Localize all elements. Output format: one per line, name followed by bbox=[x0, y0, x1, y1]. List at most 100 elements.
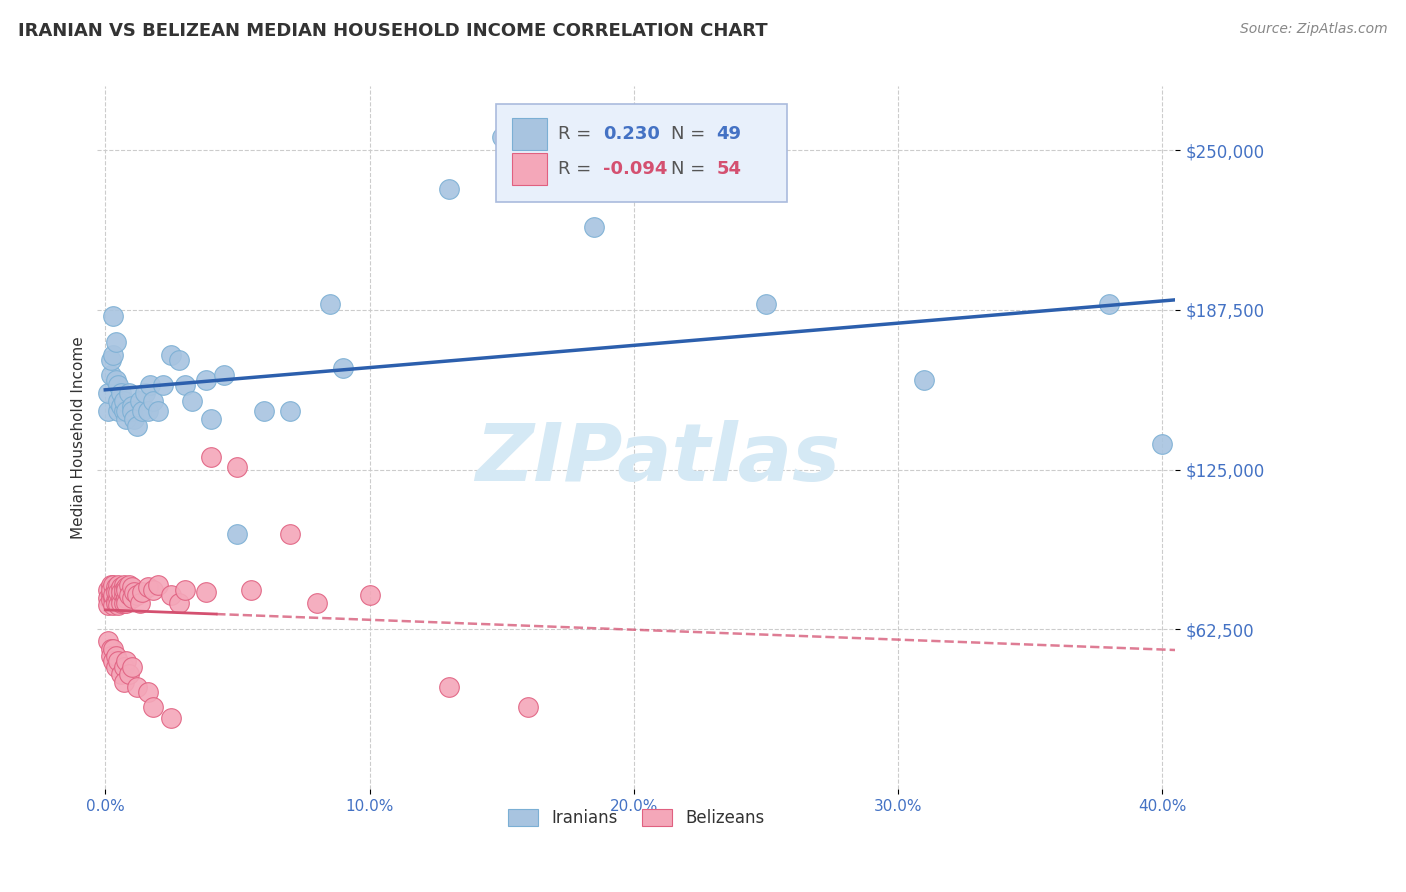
Point bbox=[169, 596, 191, 610]
Point bbox=[103, 310, 125, 324]
Point bbox=[491, 130, 513, 145]
Point bbox=[139, 378, 162, 392]
Text: ZIPatlas: ZIPatlas bbox=[475, 420, 841, 498]
Point bbox=[253, 404, 276, 418]
Point bbox=[226, 460, 249, 475]
Point bbox=[104, 580, 127, 594]
Point bbox=[118, 667, 141, 681]
Text: 0.230: 0.230 bbox=[603, 125, 659, 143]
Point bbox=[121, 404, 143, 418]
Point bbox=[226, 526, 249, 541]
Point bbox=[136, 685, 159, 699]
Point bbox=[115, 591, 138, 605]
Point bbox=[200, 411, 222, 425]
Point bbox=[110, 386, 132, 401]
Point bbox=[110, 667, 132, 681]
Point bbox=[169, 352, 191, 367]
Point bbox=[131, 404, 153, 418]
Point bbox=[110, 399, 132, 413]
Point bbox=[100, 588, 122, 602]
Point bbox=[136, 580, 159, 594]
Point bbox=[332, 360, 354, 375]
Point bbox=[118, 588, 141, 602]
Text: R =: R = bbox=[558, 125, 591, 143]
Point bbox=[125, 680, 148, 694]
FancyBboxPatch shape bbox=[496, 104, 787, 202]
Point bbox=[104, 596, 127, 610]
Point bbox=[194, 373, 217, 387]
Point bbox=[173, 582, 195, 597]
Point bbox=[107, 404, 129, 418]
Point bbox=[755, 296, 778, 310]
Point bbox=[437, 181, 460, 195]
Point bbox=[118, 578, 141, 592]
Point bbox=[142, 582, 165, 597]
Point bbox=[146, 578, 169, 592]
Point bbox=[124, 585, 146, 599]
Text: N =: N = bbox=[671, 125, 706, 143]
Point bbox=[97, 582, 120, 597]
Point bbox=[305, 596, 328, 610]
Point bbox=[142, 393, 165, 408]
Point bbox=[97, 386, 120, 401]
FancyBboxPatch shape bbox=[512, 118, 547, 151]
Point bbox=[136, 404, 159, 418]
Point bbox=[517, 700, 540, 714]
Point bbox=[112, 596, 135, 610]
Text: IRANIAN VS BELIZEAN MEDIAN HOUSEHOLD INCOME CORRELATION CHART: IRANIAN VS BELIZEAN MEDIAN HOUSEHOLD INC… bbox=[18, 22, 768, 40]
Point bbox=[112, 674, 135, 689]
Point bbox=[131, 585, 153, 599]
Point bbox=[121, 399, 143, 413]
Point bbox=[121, 580, 143, 594]
Point bbox=[110, 596, 132, 610]
Legend: Iranians, Belizeans: Iranians, Belizeans bbox=[501, 802, 772, 834]
Point bbox=[104, 334, 127, 349]
Point bbox=[142, 700, 165, 714]
Point bbox=[107, 591, 129, 605]
Point bbox=[100, 649, 122, 664]
Point bbox=[112, 659, 135, 673]
Point bbox=[112, 393, 135, 408]
Point bbox=[103, 348, 125, 362]
Point bbox=[97, 591, 120, 605]
Point bbox=[100, 582, 122, 597]
Point bbox=[100, 641, 122, 656]
Point bbox=[121, 591, 143, 605]
Point bbox=[112, 582, 135, 597]
Point bbox=[359, 588, 381, 602]
Point bbox=[278, 526, 301, 541]
Point bbox=[107, 585, 129, 599]
Point bbox=[107, 378, 129, 392]
Point bbox=[115, 582, 138, 597]
Point bbox=[100, 352, 122, 367]
Point bbox=[104, 649, 127, 664]
Point bbox=[128, 393, 150, 408]
Point bbox=[124, 411, 146, 425]
Point bbox=[112, 578, 135, 592]
Point bbox=[115, 580, 138, 594]
Point bbox=[146, 404, 169, 418]
Point bbox=[125, 588, 148, 602]
Point bbox=[104, 585, 127, 599]
Point bbox=[115, 411, 138, 425]
Point bbox=[110, 580, 132, 594]
Text: R =: R = bbox=[558, 161, 591, 178]
Point bbox=[107, 655, 129, 669]
Text: N =: N = bbox=[671, 161, 706, 178]
Y-axis label: Median Household Income: Median Household Income bbox=[72, 336, 86, 539]
Point bbox=[194, 585, 217, 599]
Point bbox=[100, 368, 122, 383]
Text: -0.094: -0.094 bbox=[603, 161, 668, 178]
Point bbox=[115, 596, 138, 610]
Point bbox=[278, 404, 301, 418]
Point bbox=[212, 368, 235, 383]
Point bbox=[97, 598, 120, 612]
Point bbox=[112, 404, 135, 418]
Point bbox=[160, 348, 183, 362]
Point bbox=[914, 373, 936, 387]
Point bbox=[110, 591, 132, 605]
Point bbox=[103, 641, 125, 656]
Point bbox=[104, 373, 127, 387]
FancyBboxPatch shape bbox=[512, 153, 547, 186]
Point bbox=[107, 393, 129, 408]
